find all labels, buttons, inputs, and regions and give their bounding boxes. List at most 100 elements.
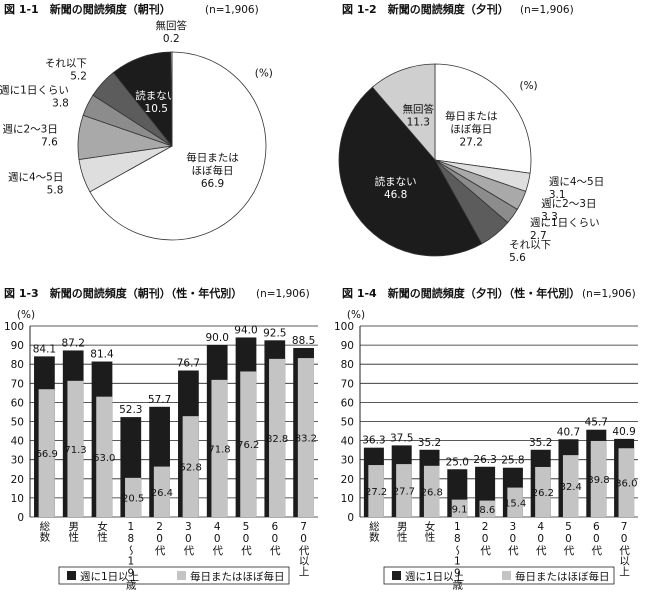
x-tick-label: 20代 <box>479 521 491 556</box>
value-label: 25.8 <box>501 455 524 467</box>
y-tick-label: 30 <box>341 455 354 467</box>
y-tick-label: 60 <box>11 397 24 409</box>
legend-label: 毎日またはほぼ毎日 <box>190 570 285 583</box>
legend-label: 週に1日以上 <box>405 571 464 583</box>
x-tick-label: 20代 <box>154 521 166 556</box>
bar <box>562 455 579 517</box>
x-tick-label: 40代 <box>535 521 547 556</box>
slice-label: 毎日またはほぼ毎日 <box>445 109 498 135</box>
value-label: 76.2 <box>237 440 259 451</box>
unit-label: (%) <box>519 80 537 92</box>
slice-label: 週に1日くらい <box>530 217 600 229</box>
legend-label: 週に1日以上 <box>80 571 139 583</box>
bar <box>96 396 113 517</box>
x-tick-label: 男性 <box>396 521 408 543</box>
bar <box>507 487 523 517</box>
chart-note: (n=1,906) <box>205 4 259 16</box>
slice-value: 7.6 <box>41 137 58 149</box>
y-tick-label: 70 <box>341 378 354 390</box>
y-axis-label: (%) <box>17 309 35 321</box>
chart-note: (n=1,906) <box>256 288 310 300</box>
x-tick-label: 60代 <box>590 521 602 556</box>
value-label: 57.7 <box>148 394 171 406</box>
x-tick-label: 70代以上 <box>298 521 310 577</box>
x-tick-label: 総数 <box>38 520 50 543</box>
y-tick-label: 0 <box>17 512 24 524</box>
slice-value: 5.6 <box>509 252 526 264</box>
slice-label: 無回答 <box>403 102 435 115</box>
slice-label: 読まない <box>375 175 417 188</box>
value-label: 71.8 <box>208 444 230 455</box>
y-tick-label: 100 <box>334 321 354 333</box>
value-label: 40.7 <box>557 426 580 438</box>
value-label: 66.9 <box>36 449 58 460</box>
y-tick-label: 0 <box>347 512 354 524</box>
slice-value: 10.5 <box>145 103 168 115</box>
value-label: 36.0 <box>615 479 637 490</box>
y-tick-label: 20 <box>341 474 354 486</box>
legend-swatch <box>392 571 401 580</box>
x-tick-label: 50代 <box>240 521 252 556</box>
chart-note: (n=1,906) <box>520 4 574 16</box>
bar <box>451 499 468 517</box>
y-tick-label: 20 <box>11 474 24 486</box>
y-tick-label: 40 <box>341 436 354 448</box>
value-label: 52.8 <box>180 463 202 474</box>
slice-value: 27.2 <box>460 136 483 148</box>
y-tick-label: 90 <box>11 340 24 352</box>
value-label: 63.0 <box>93 453 115 464</box>
x-tick-label: 70代以上 <box>618 521 630 577</box>
y-tick-label: 60 <box>341 397 354 409</box>
legend-swatch <box>502 571 511 580</box>
x-tick-label: 女性 <box>424 520 436 543</box>
y-tick-label: 10 <box>11 493 24 505</box>
slice-value: 11.3 <box>407 116 430 128</box>
slice-label: それ以下 <box>45 58 87 70</box>
value-label: 8.6 <box>479 505 495 516</box>
x-tick-label: 18～19歳 <box>125 521 137 590</box>
slice-label: 読まない <box>135 89 177 102</box>
value-label: 35.2 <box>529 437 552 449</box>
x-tick-label: 18～19歳 <box>451 521 463 590</box>
y-tick-label: 80 <box>11 359 24 371</box>
value-label: 27.7 <box>393 487 415 498</box>
bar <box>67 380 84 517</box>
bar <box>153 466 170 517</box>
bar <box>297 358 314 517</box>
value-label: 26.2 <box>532 488 554 499</box>
value-label: 52.3 <box>119 404 142 416</box>
value-label: 83.2 <box>295 434 317 445</box>
value-label: 36.3 <box>362 435 385 447</box>
slice-value: 0.2 <box>163 33 180 45</box>
bar <box>423 465 440 517</box>
chart-note: (n=1,906) <box>582 288 636 300</box>
y-axis-label: (%) <box>347 309 365 321</box>
value-label: 94.0 <box>234 324 257 336</box>
x-tick-label: 女性 <box>96 520 108 543</box>
value-label: 32.4 <box>560 482 582 493</box>
slice-label: 週に1日くらい <box>0 84 69 96</box>
y-tick-label: 70 <box>11 378 24 390</box>
y-tick-label: 40 <box>11 436 24 448</box>
value-label: 76.7 <box>177 358 200 370</box>
bar <box>396 464 412 517</box>
value-label: 84.1 <box>33 343 56 355</box>
value-label: 39.8 <box>587 475 609 486</box>
value-label: 25.0 <box>446 456 469 468</box>
slice-label: 週に4～5日 <box>549 176 604 188</box>
slice-label: 週に2～3日 <box>2 124 57 136</box>
x-tick-label: 総数 <box>368 520 380 543</box>
bar <box>590 440 607 517</box>
y-tick-label: 50 <box>341 417 354 429</box>
value-label: 26.8 <box>421 487 443 498</box>
bar <box>125 477 142 517</box>
value-label: 35.2 <box>418 437 441 449</box>
value-label: 9.1 <box>452 504 468 515</box>
bar <box>368 465 384 517</box>
chart-title: 図 1-4 新聞の閲読頻度（夕刊）（性・年代別） <box>342 286 580 300</box>
slice-label: 無回答 <box>156 19 188 32</box>
value-label: 37.5 <box>390 432 413 444</box>
value-label: 82.8 <box>266 434 288 445</box>
slice-value: 3.3 <box>541 211 558 223</box>
